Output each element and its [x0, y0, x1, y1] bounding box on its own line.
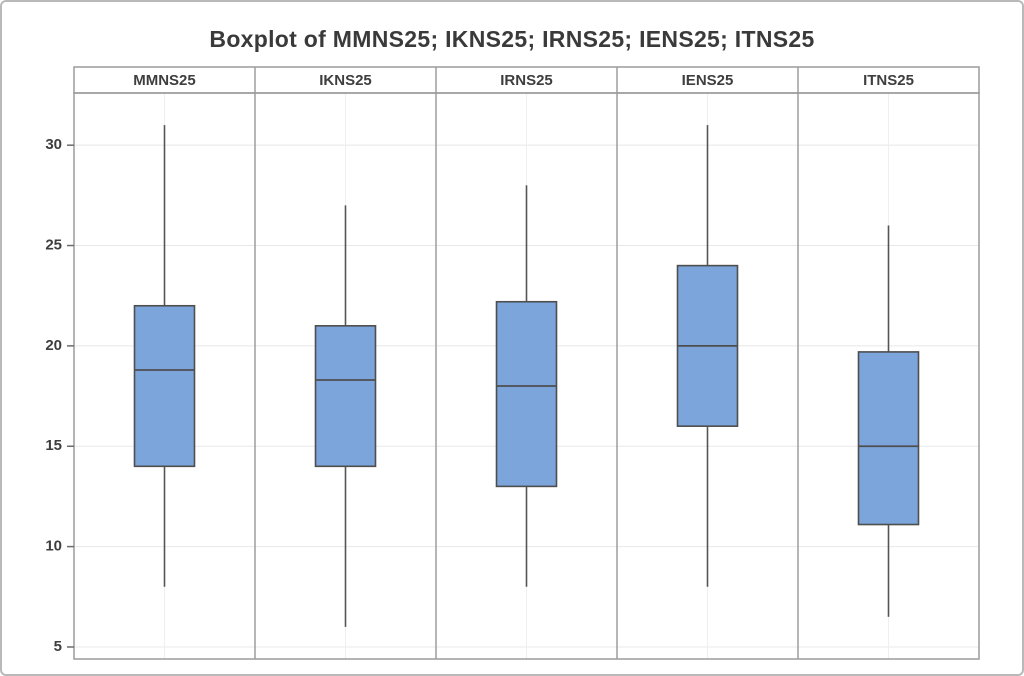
boxplot-IKNS25[interactable]	[314, 205, 377, 627]
boxplot-MMNS25[interactable]	[133, 125, 196, 587]
plot-area-border	[73, 92, 980, 660]
y-tick-label: 25	[45, 237, 62, 254]
plot-frame	[73, 66, 980, 660]
boxplot-IENS25[interactable]	[676, 125, 739, 587]
iqr-box[interactable]	[133, 304, 196, 468]
iqr-box[interactable]	[314, 325, 377, 468]
y-tick-label: 15	[45, 437, 62, 454]
y-tick-label: 30	[45, 136, 62, 153]
y-axis: 5 10 15 20 25 30	[45, 136, 74, 655]
chart-title: Boxplot of MMNS25; IKNS25; IRNS25; IENS2…	[209, 26, 815, 52]
boxplots	[133, 125, 920, 627]
panel-headers: MMNS25 IKNS25 IRNS25 IENS25 ITNS25	[133, 72, 914, 89]
panel-header-IKNS25: IKNS25	[319, 72, 372, 89]
iqr-box[interactable]	[857, 351, 920, 526]
panel-header-IRNS25: IRNS25	[500, 72, 553, 89]
y-tick-label: 20	[45, 337, 62, 354]
boxplot-ITNS25[interactable]	[857, 225, 920, 617]
panel-header-IENS25: IENS25	[682, 72, 734, 89]
boxplot-IRNS25[interactable]	[495, 185, 558, 587]
panel-header-MMNS25: MMNS25	[133, 72, 196, 89]
y-tick-label: 10	[45, 538, 62, 555]
iqr-box[interactable]	[495, 300, 558, 488]
panel-header-ITNS25: ITNS25	[863, 72, 914, 89]
y-tick-label: 5	[54, 638, 62, 655]
